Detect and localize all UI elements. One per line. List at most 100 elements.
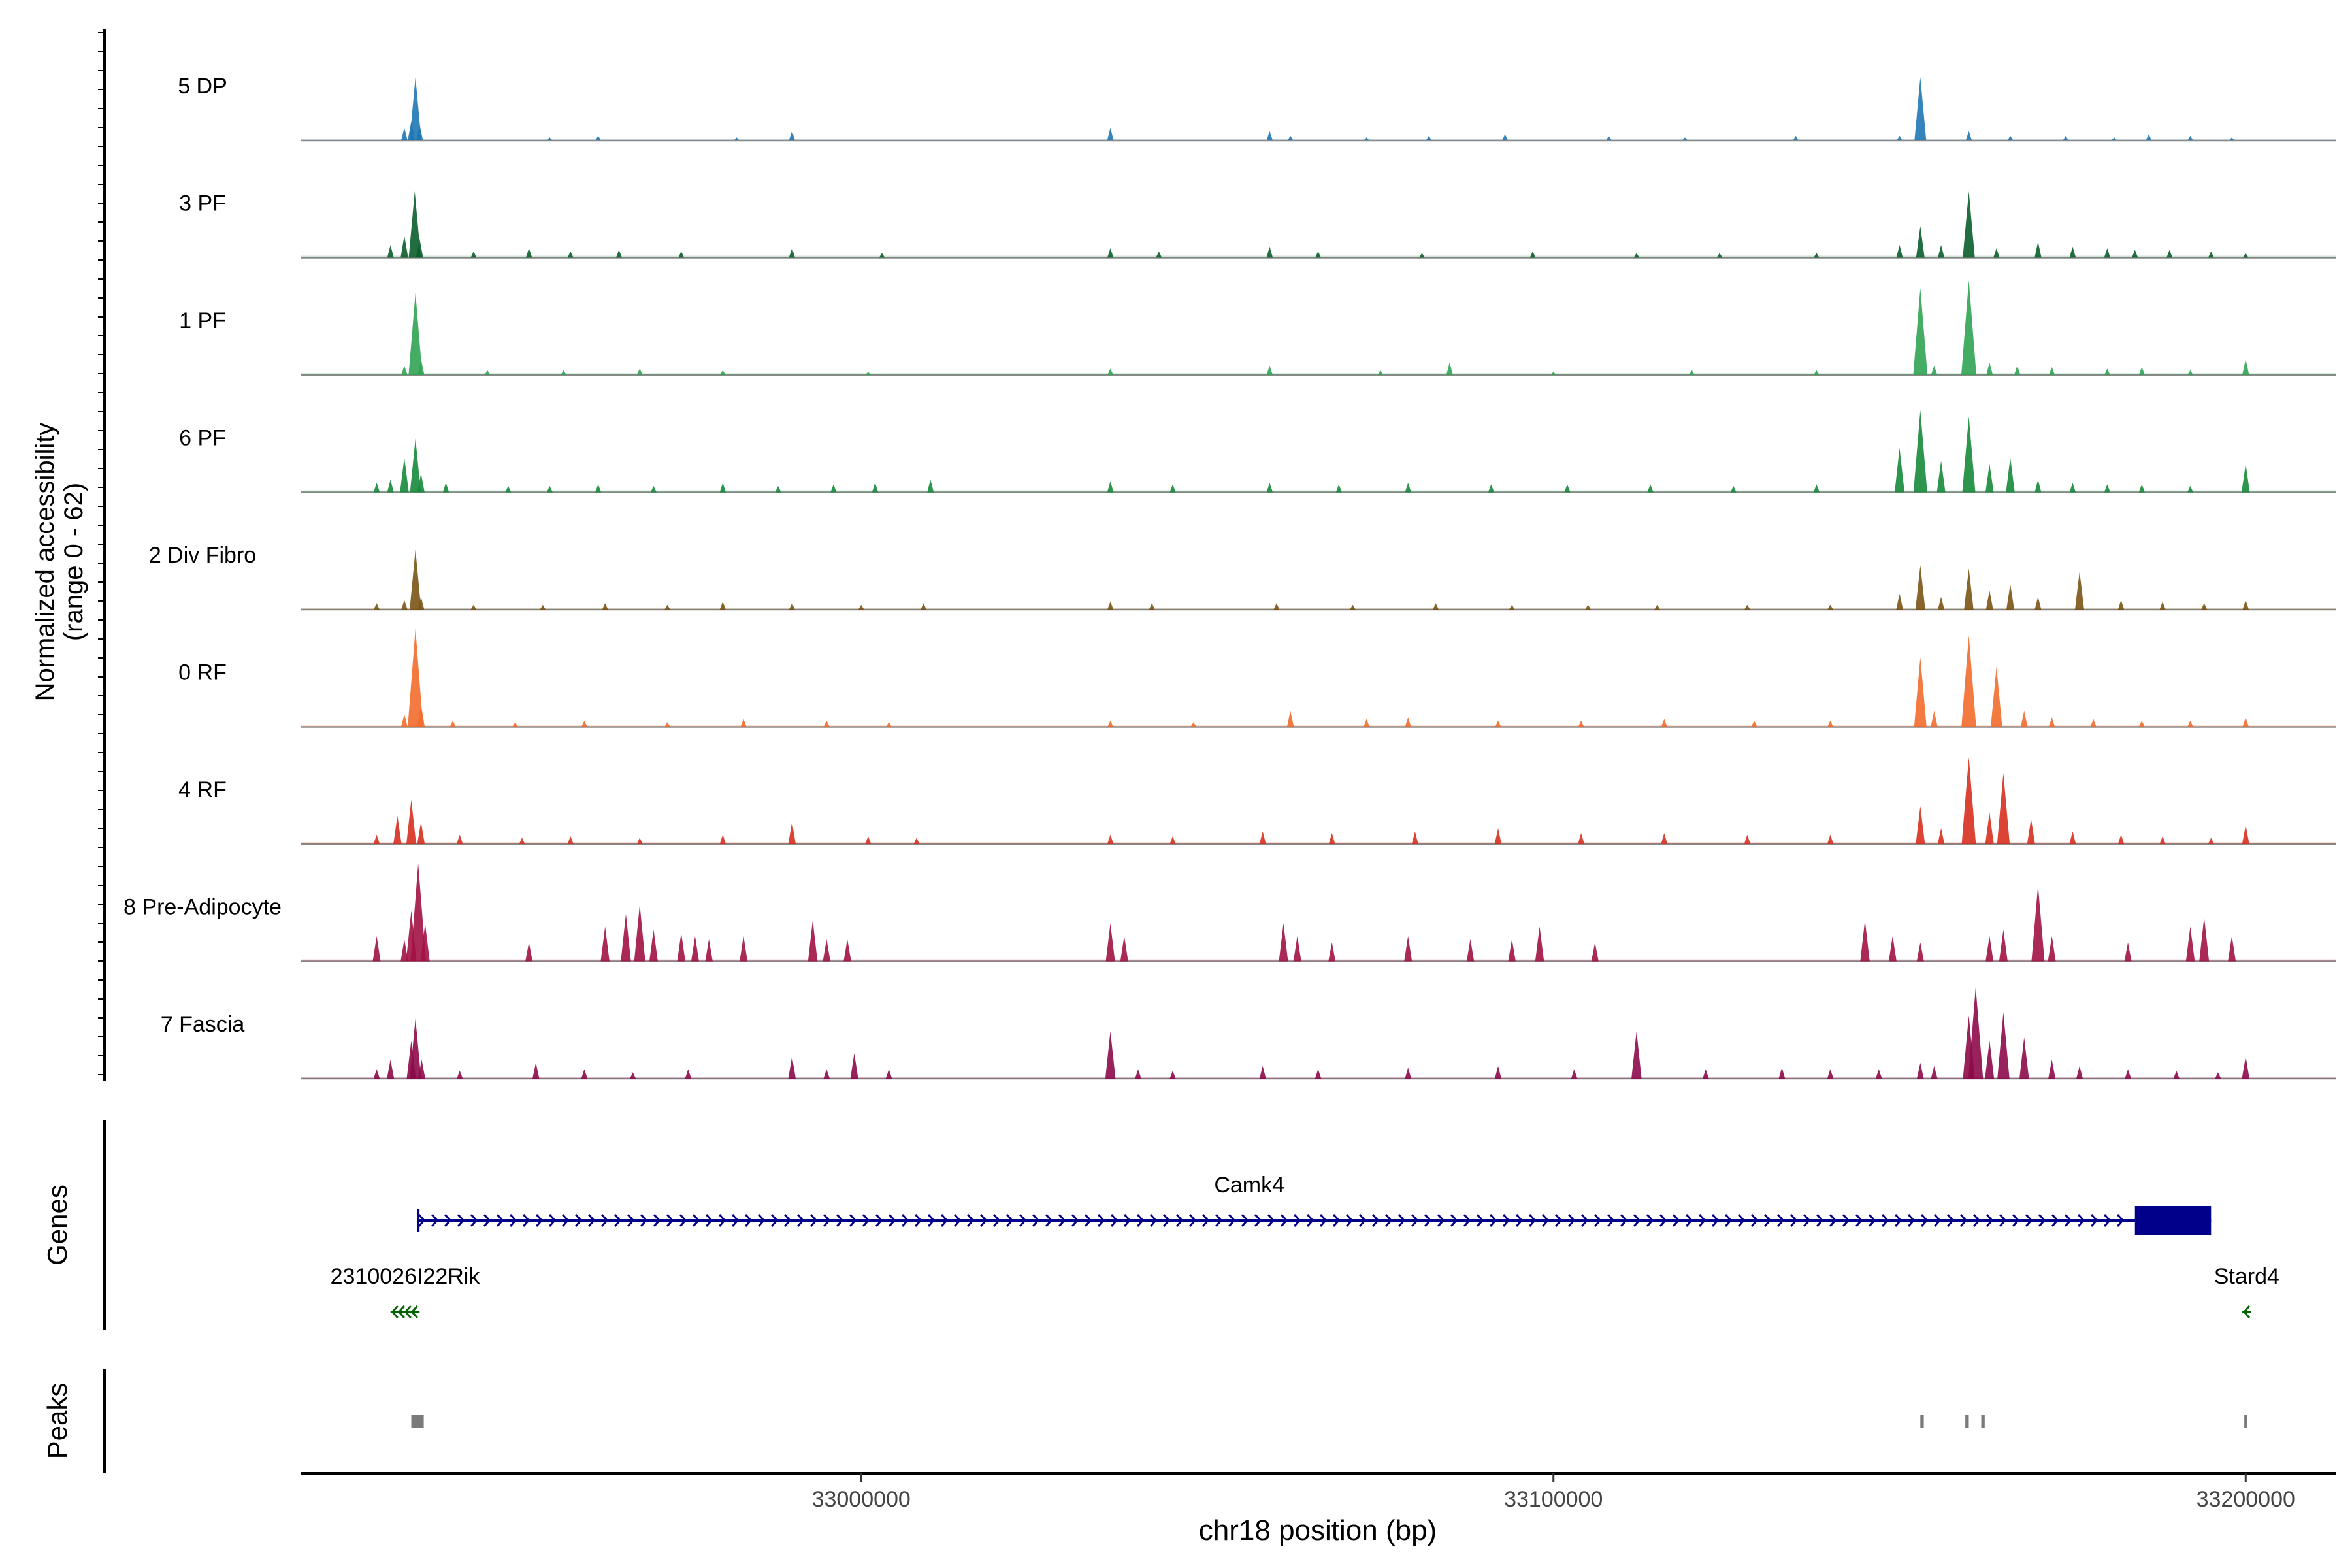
coverage-peak — [409, 77, 421, 140]
coverage-peak — [636, 838, 643, 844]
coverage-peak — [1961, 635, 1976, 727]
coverage-peak — [1985, 591, 1993, 610]
coverage-peak — [1793, 135, 1799, 140]
coverage-background — [301, 1077, 2336, 1079]
strand-chevron — [1920, 1214, 1929, 1227]
strand-chevron — [483, 1214, 491, 1227]
strand-chevron — [397, 1305, 405, 1318]
coverage-peak — [1997, 773, 2010, 844]
coverage-peak — [636, 368, 643, 375]
coverage-peak — [1915, 565, 1925, 610]
strand-chevron — [2090, 1214, 2099, 1227]
track-7-fascia — [301, 987, 2336, 1080]
coverage-peak — [420, 923, 430, 962]
gene-stard4: Stard4 — [2214, 1264, 2279, 1318]
strand-chevron — [561, 1214, 570, 1227]
strand-chevron — [1136, 1214, 1145, 1227]
coverage-peak — [1591, 942, 1599, 962]
coverage-peak — [2048, 717, 2055, 727]
coverage-peak — [2069, 831, 2076, 844]
coverage-peak — [505, 485, 512, 493]
coverage-peak — [789, 131, 795, 140]
coverage-peak — [1446, 362, 1453, 375]
coverage-peak — [649, 930, 658, 962]
coverage-peak — [2229, 137, 2235, 140]
coverage-peak — [823, 1069, 830, 1079]
coverage-peak — [1279, 923, 1288, 962]
strand-chevron — [653, 1214, 661, 1227]
coverage-peak — [2242, 359, 2249, 375]
coverage-peak — [1751, 720, 1757, 727]
coverage-peak — [1105, 923, 1115, 962]
coverage-peak — [457, 1070, 463, 1079]
coverage-peak — [1744, 604, 1750, 610]
coverage-peak — [1405, 1068, 1412, 1079]
coverage-peak — [1606, 135, 1612, 140]
coverage-peak — [393, 815, 402, 844]
coverage-peak — [417, 704, 425, 727]
strand-chevron — [809, 1214, 818, 1227]
coverage-peak — [2014, 365, 2021, 375]
coverage-peak — [2034, 242, 2042, 258]
x-tick-label: 33200000 — [2197, 1487, 2295, 1512]
track-2-div-fibro — [301, 549, 2336, 611]
strand-chevron — [1371, 1214, 1380, 1227]
coverage-peak — [913, 838, 920, 844]
strand-chevron — [1097, 1214, 1105, 1227]
coverage-peak — [1703, 1069, 1709, 1079]
coverage-peak — [2185, 926, 2195, 962]
coverage-peak — [1529, 251, 1536, 258]
coverage-background — [301, 255, 2336, 258]
strand-chevron — [1280, 1214, 1288, 1227]
coverage-peak — [416, 124, 423, 140]
coverage-peak — [1914, 77, 1927, 140]
coverage-peak — [1509, 604, 1515, 610]
coverage-peak — [1986, 362, 1993, 375]
coverage-peak — [2138, 484, 2145, 493]
coverage-peak — [1813, 484, 1820, 493]
peak-region — [1965, 1415, 1969, 1428]
track-3-pf — [301, 191, 2336, 259]
gene-label: 2310026I22Rik — [331, 1264, 481, 1289]
coverage-background — [301, 373, 2336, 375]
coverage-peak — [1916, 226, 1925, 258]
gene-label: Camk4 — [1214, 1173, 1284, 1198]
strand-chevron — [1032, 1214, 1040, 1227]
coverage-peak — [417, 1060, 425, 1079]
x-axis-title: chr18 position (bp) — [1199, 1514, 1437, 1546]
coverage-peak — [2006, 457, 2015, 493]
coverage-peak — [2117, 600, 2125, 610]
coverage-peak — [1495, 1066, 1501, 1079]
strand-chevron — [783, 1214, 792, 1227]
strand-chevron — [1737, 1214, 1746, 1227]
coverage-peak — [2242, 1056, 2249, 1079]
coverage-peak — [374, 603, 380, 610]
coverage-peak — [1876, 1069, 1882, 1079]
strand-chevron — [1750, 1214, 1759, 1227]
coverage-peak — [1961, 280, 1976, 375]
coverage-peak — [1149, 603, 1155, 610]
strand-chevron — [1332, 1214, 1341, 1227]
coverage-peak — [1578, 720, 1584, 727]
strand-chevron — [613, 1214, 622, 1227]
coverage-peak — [2007, 135, 2014, 140]
coverage-peak — [2242, 253, 2249, 258]
coverage-peak — [1405, 717, 1411, 727]
coverage-peak — [1350, 604, 1356, 610]
strand-chevron — [1358, 1214, 1367, 1227]
coverage-peak — [2199, 917, 2210, 962]
coverage-peak — [470, 604, 477, 610]
coverage-peak — [470, 251, 477, 258]
strand-chevron — [1776, 1214, 1785, 1227]
strand-chevron — [535, 1214, 544, 1227]
coverage-peak — [1938, 596, 1945, 610]
strand-chevron — [1293, 1214, 1301, 1227]
strand-chevron — [1672, 1214, 1680, 1227]
coverage-peak — [808, 920, 818, 962]
coverage-peak — [1135, 1069, 1141, 1079]
coverage-peak — [1273, 603, 1280, 610]
coverage-peak — [540, 604, 546, 610]
coverage-peak — [1502, 134, 1509, 140]
coverage-peak — [2034, 596, 2042, 610]
strand-chevron — [1175, 1214, 1184, 1227]
